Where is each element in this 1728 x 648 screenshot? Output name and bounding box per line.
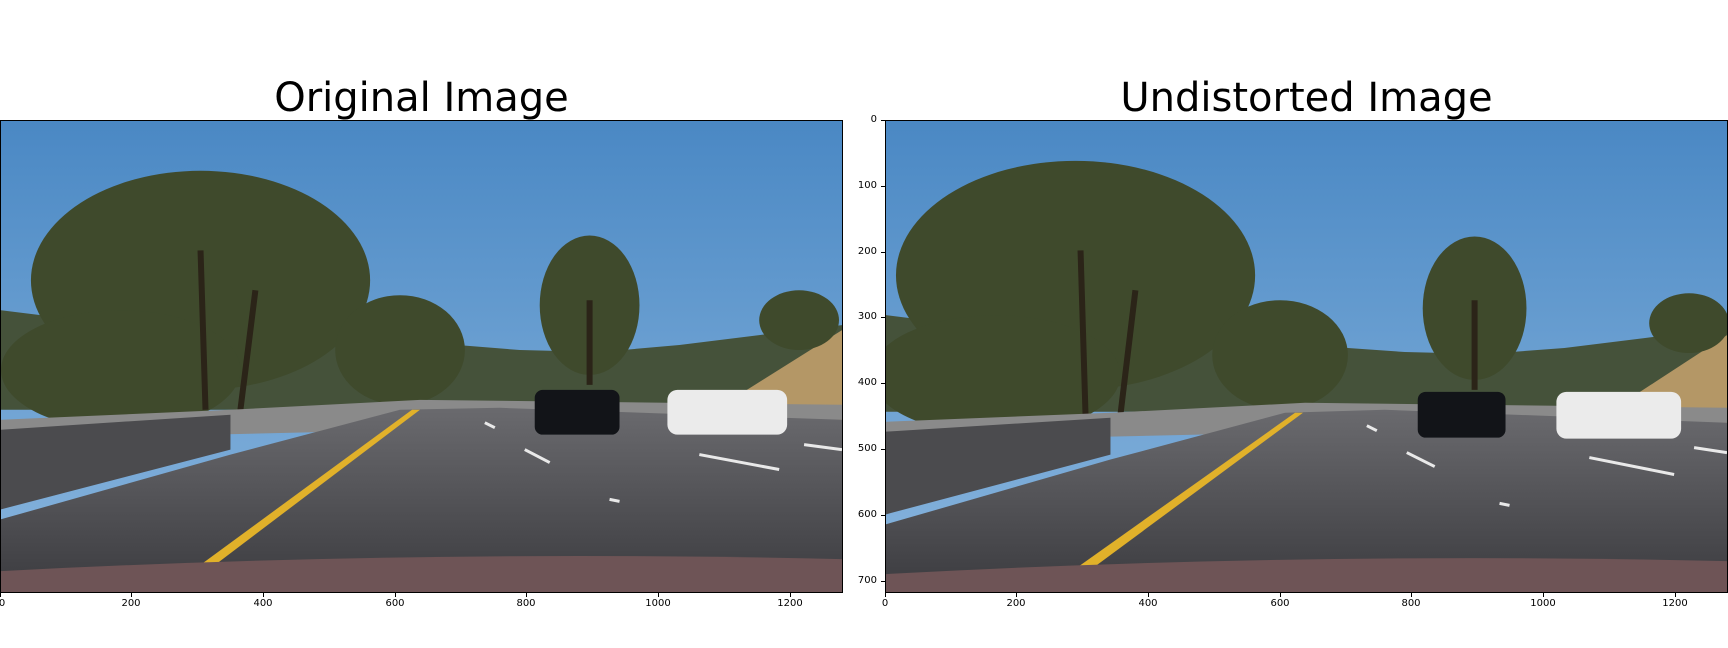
right-y-tick-mark xyxy=(881,515,885,516)
right-y-tick-label: 500 xyxy=(857,443,877,454)
right-y-tick-mark xyxy=(881,186,885,187)
right-x-tick-mark xyxy=(1411,593,1412,597)
left-x-tick-mark xyxy=(790,593,791,597)
left-x-tick-label: 200 xyxy=(121,598,141,609)
road-scene-photo-left xyxy=(1,121,842,592)
left-x-tick-label: 1000 xyxy=(645,598,671,609)
right-x-tick-label: 800 xyxy=(1401,598,1421,609)
road-scene-photo-right xyxy=(886,121,1727,592)
right-panel-title: Undistorted Image xyxy=(1120,75,1493,121)
right-y-tick-label: 100 xyxy=(857,180,877,191)
right-x-tick-label: 1000 xyxy=(1530,598,1556,609)
right-y-tick-mark xyxy=(881,120,885,121)
right-y-tick-label: 200 xyxy=(857,246,877,257)
left-x-tick-label: 400 xyxy=(253,598,273,609)
right-x-tick-mark xyxy=(1543,593,1544,597)
right-x-tick-label: 400 xyxy=(1138,598,1158,609)
right-x-tick-label: 1200 xyxy=(1662,598,1688,609)
left-x-tick-mark xyxy=(526,593,527,597)
right-x-tick-label: 200 xyxy=(1006,598,1026,609)
left-x-tick-label: 800 xyxy=(516,598,536,609)
right-y-tick-mark xyxy=(881,252,885,253)
right-y-tick-mark xyxy=(881,449,885,450)
right-x-tick-mark xyxy=(1675,593,1676,597)
left-x-tick-mark xyxy=(263,593,264,597)
right-y-tick-mark xyxy=(881,317,885,318)
right-x-tick-label: 600 xyxy=(1270,598,1290,609)
right-y-tick-label: 300 xyxy=(857,311,877,322)
left-x-tick-mark xyxy=(395,593,396,597)
right-y-tick-label: 0 xyxy=(870,114,877,125)
left-x-tick-mark xyxy=(131,593,132,597)
left-image-axes xyxy=(0,120,843,593)
right-y-tick-mark xyxy=(881,581,885,582)
right-x-tick-mark xyxy=(1148,593,1149,597)
right-image-axes xyxy=(885,120,1728,593)
right-x-tick-label: 0 xyxy=(881,598,889,609)
left-x-tick-mark xyxy=(0,593,1,597)
right-y-tick-mark xyxy=(881,383,885,384)
left-x-tick-label: 600 xyxy=(385,598,405,609)
left-x-tick-label: 1200 xyxy=(777,598,803,609)
right-x-tick-mark xyxy=(1280,593,1281,597)
left-panel-title: Original Image xyxy=(274,75,569,121)
right-x-tick-mark xyxy=(885,593,886,597)
right-x-tick-mark xyxy=(1016,593,1017,597)
left-x-tick-mark xyxy=(658,593,659,597)
left-x-tick-label: 0 xyxy=(0,598,6,609)
right-y-tick-label: 600 xyxy=(857,509,877,520)
right-y-tick-label: 700 xyxy=(857,575,877,586)
right-y-tick-label: 400 xyxy=(857,377,877,388)
